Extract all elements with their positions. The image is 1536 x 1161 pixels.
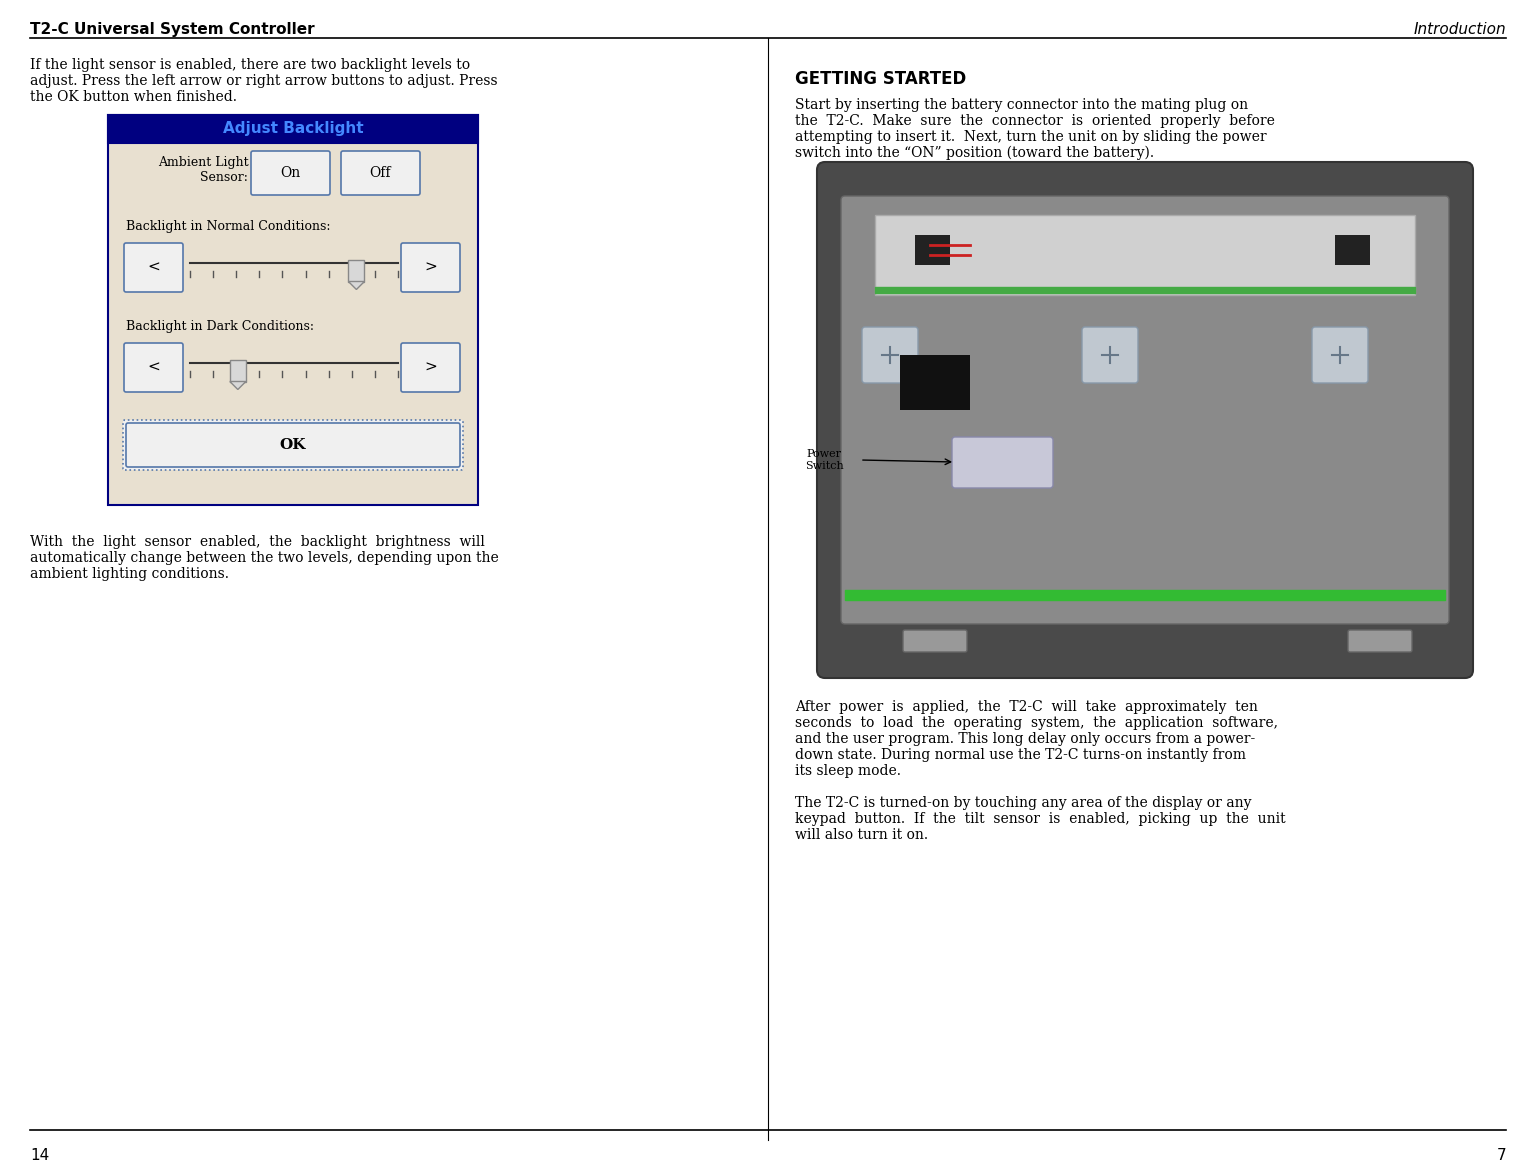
Text: T2-C Universal System Controller: T2-C Universal System Controller [31, 22, 315, 37]
Text: The T2-C is turned-on by touching any area of the display or any: The T2-C is turned-on by touching any ar… [796, 796, 1252, 810]
Text: Off: Off [370, 166, 392, 180]
Text: >: > [424, 260, 436, 274]
Text: <: < [147, 260, 160, 274]
FancyBboxPatch shape [1349, 630, 1412, 652]
FancyBboxPatch shape [341, 151, 419, 195]
Bar [900, 355, 971, 410]
Text: Start by inserting the battery connector into the mating plug on: Start by inserting the battery connector… [796, 98, 1249, 111]
Polygon shape [349, 281, 364, 289]
Text: down state. During normal use the T2-C turns-on instantly from: down state. During normal use the T2-C t… [796, 748, 1246, 762]
Text: Ambient Light
Sensor:: Ambient Light Sensor: [158, 156, 249, 183]
Text: keypad  button.  If  the  tilt  sensor  is  enabled,  picking  up  the  unit: keypad button. If the tilt sensor is ena… [796, 812, 1286, 825]
Text: 14: 14 [31, 1148, 49, 1161]
FancyBboxPatch shape [123, 420, 462, 470]
FancyBboxPatch shape [952, 437, 1054, 488]
Text: and the user program. This long delay only occurs from a power-: and the user program. This long delay on… [796, 731, 1255, 747]
FancyBboxPatch shape [349, 260, 364, 281]
Text: will also turn it on.: will also turn it on. [796, 828, 928, 842]
Text: >: > [424, 361, 436, 375]
FancyBboxPatch shape [126, 423, 459, 467]
FancyBboxPatch shape [250, 151, 330, 195]
Text: On: On [281, 166, 301, 180]
FancyBboxPatch shape [124, 342, 183, 392]
Text: seconds  to  load  the  operating  system,  the  application  software,: seconds to load the operating system, th… [796, 716, 1278, 730]
Text: Backlight in Normal Conditions:: Backlight in Normal Conditions: [126, 219, 330, 233]
FancyBboxPatch shape [903, 630, 968, 652]
FancyBboxPatch shape [1081, 327, 1138, 383]
Text: attempting to insert it.  Next, turn the unit on by sliding the power: attempting to insert it. Next, turn the … [796, 130, 1267, 144]
FancyBboxPatch shape [817, 163, 1473, 678]
Bar [1335, 235, 1370, 265]
Polygon shape [230, 382, 246, 389]
Text: After  power  is  applied,  the  T2-C  will  take  approximately  ten: After power is applied, the T2-C will ta… [796, 700, 1258, 714]
Text: OK: OK [280, 438, 306, 452]
Text: With  the  light  sensor  enabled,  the  backlight  brightness  will: With the light sensor enabled, the backl… [31, 535, 485, 549]
Text: Adjust Backlight: Adjust Backlight [223, 122, 364, 137]
Text: If the light sensor is enabled, there are two backlight levels to: If the light sensor is enabled, there ar… [31, 58, 470, 72]
FancyBboxPatch shape [876, 215, 1415, 295]
Text: the OK button when finished.: the OK button when finished. [31, 91, 237, 104]
FancyBboxPatch shape [108, 115, 478, 143]
Text: <: < [147, 361, 160, 375]
FancyBboxPatch shape [230, 360, 246, 382]
Text: GETTING STARTED: GETTING STARTED [796, 70, 966, 88]
FancyBboxPatch shape [108, 115, 478, 505]
Text: adjust. Press the left arrow or right arrow buttons to adjust. Press: adjust. Press the left arrow or right ar… [31, 74, 498, 88]
FancyBboxPatch shape [124, 243, 183, 293]
Bar [915, 235, 949, 265]
Text: 7: 7 [1496, 1148, 1505, 1161]
FancyBboxPatch shape [842, 196, 1448, 623]
Text: Introduction: Introduction [1413, 22, 1505, 37]
Text: Power
Switch: Power Switch [805, 449, 843, 471]
FancyBboxPatch shape [862, 327, 919, 383]
Text: switch into the “ON” position (toward the battery).: switch into the “ON” position (toward th… [796, 146, 1154, 160]
Text: the  T2-C.  Make  sure  the  connector  is  oriented  properly  before: the T2-C. Make sure the connector is ori… [796, 114, 1275, 128]
FancyBboxPatch shape [1312, 327, 1369, 383]
Text: Backlight in Dark Conditions:: Backlight in Dark Conditions: [126, 320, 313, 333]
Text: its sleep mode.: its sleep mode. [796, 764, 902, 778]
FancyBboxPatch shape [401, 243, 459, 293]
FancyBboxPatch shape [401, 342, 459, 392]
Text: automatically change between the two levels, depending upon the: automatically change between the two lev… [31, 551, 499, 565]
Text: ambient lighting conditions.: ambient lighting conditions. [31, 567, 229, 580]
